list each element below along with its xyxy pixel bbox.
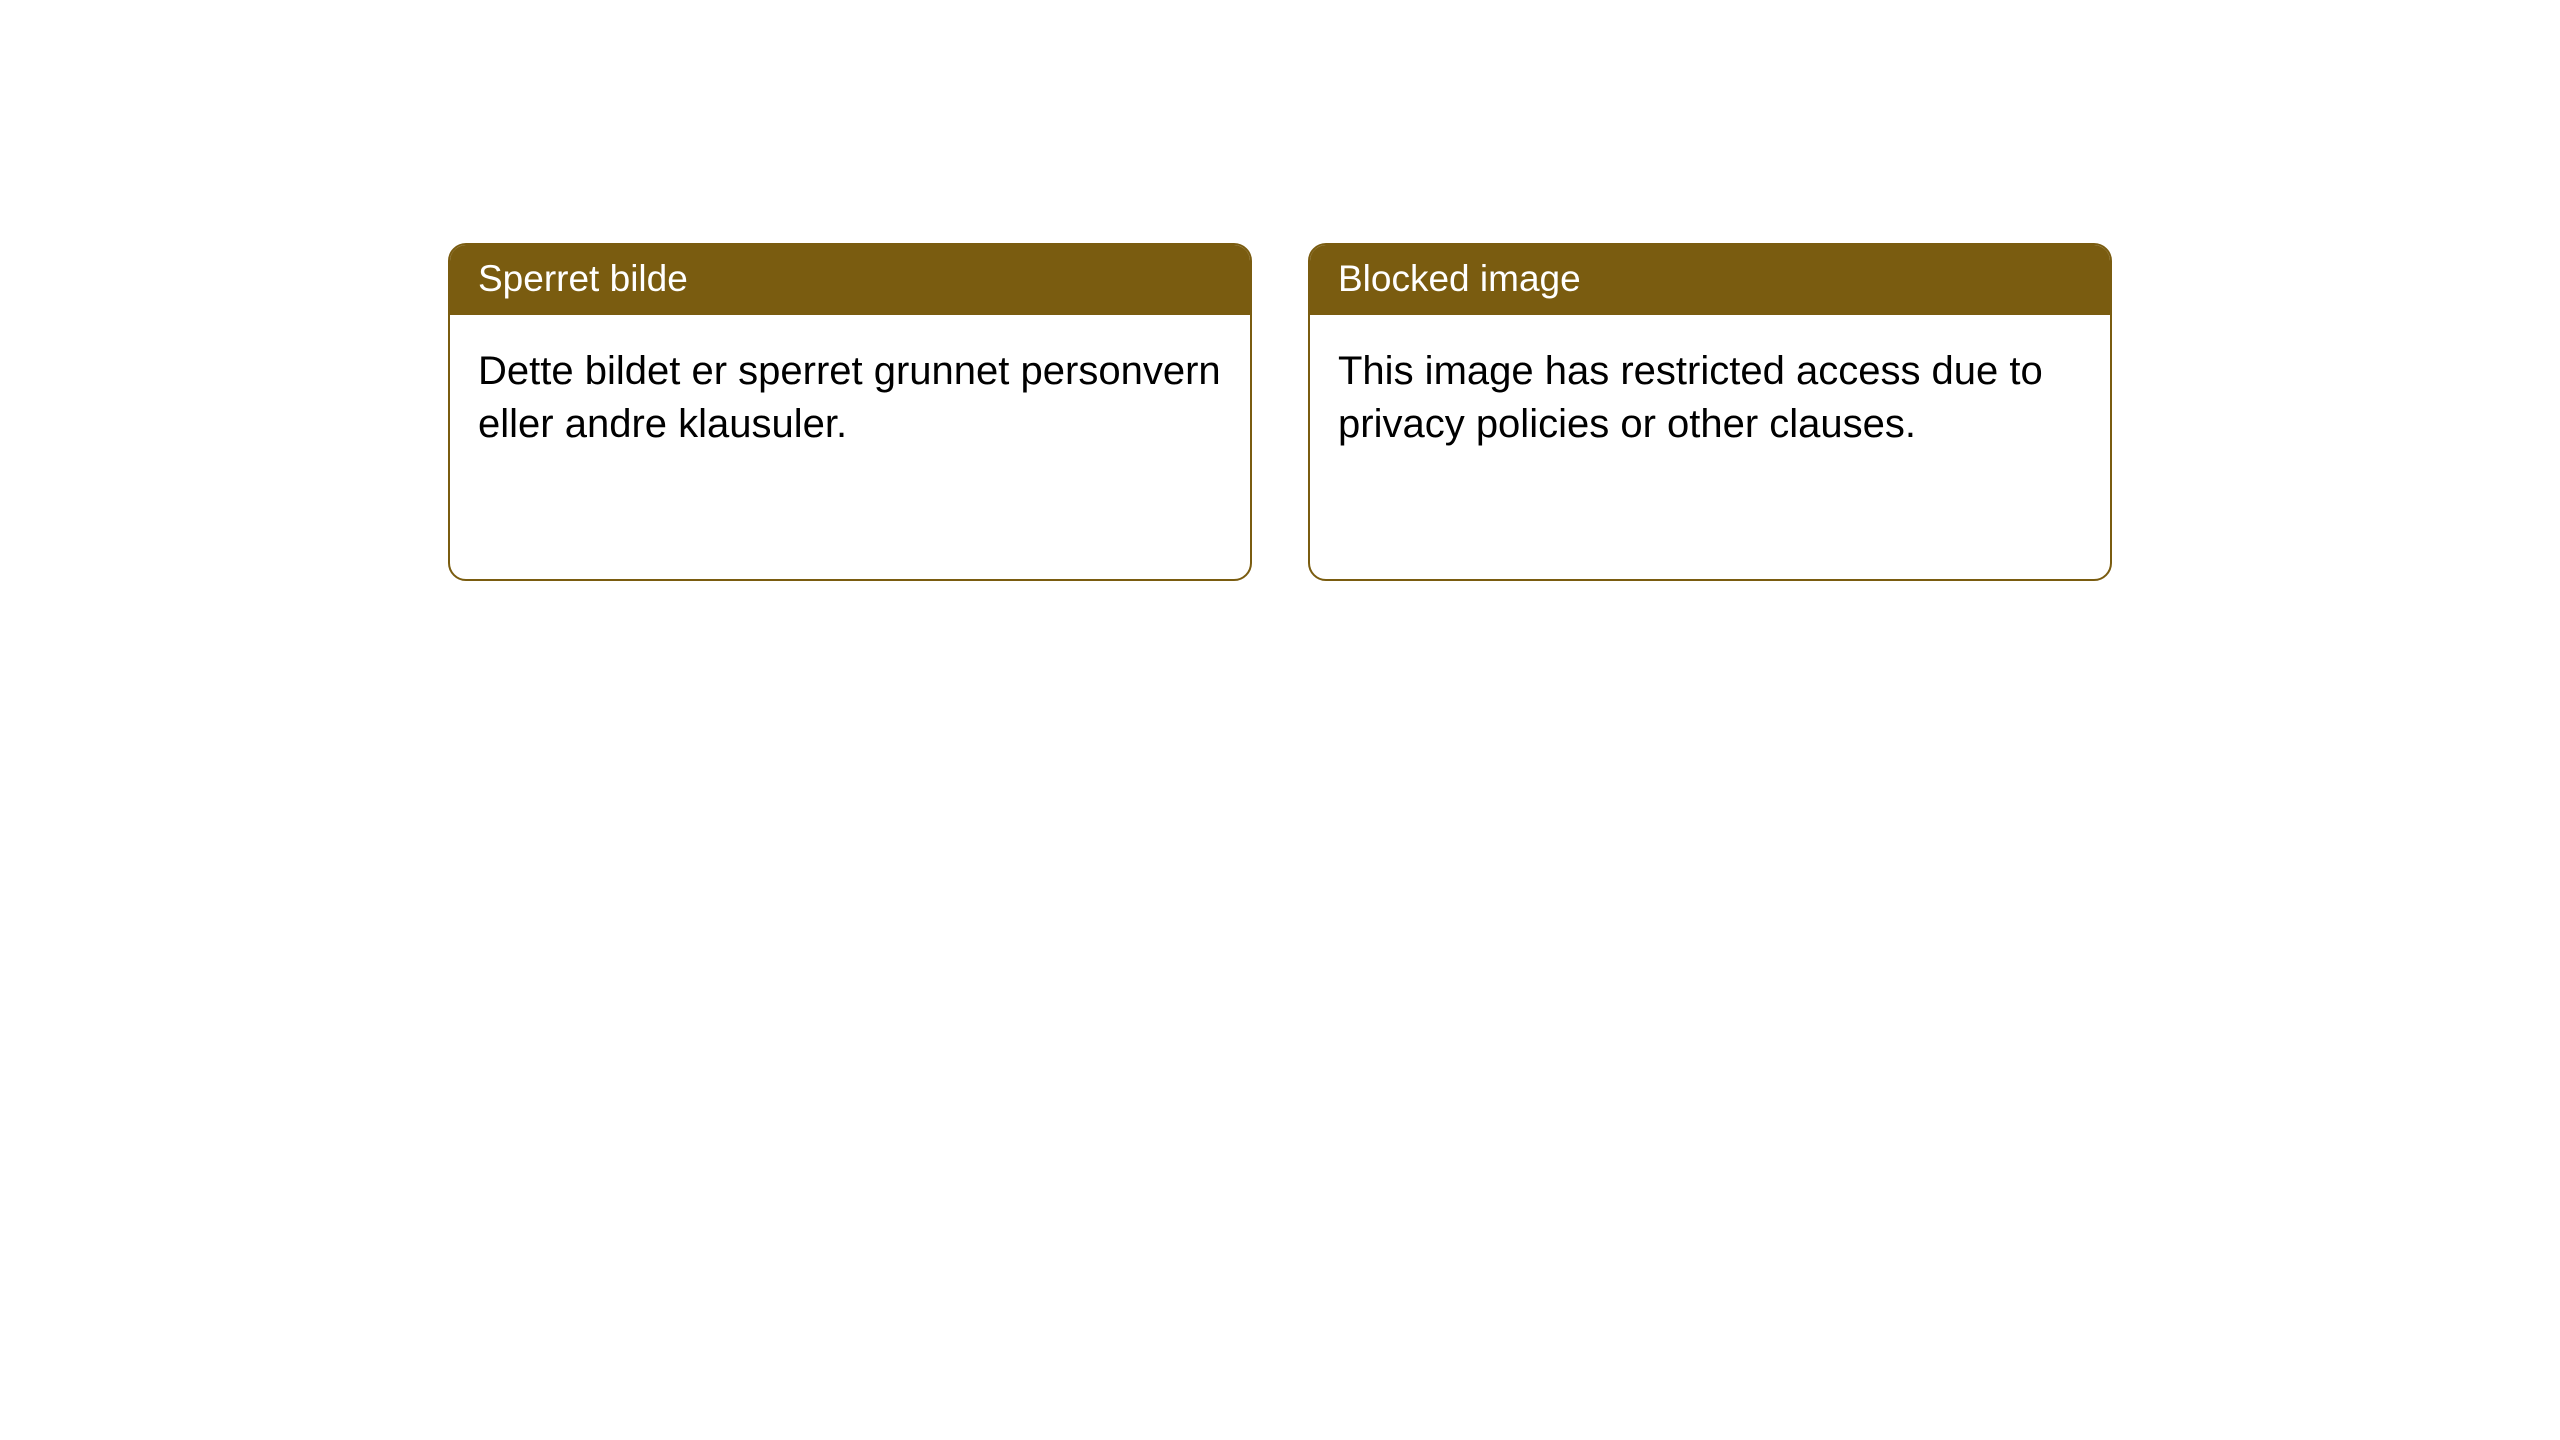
notice-title: Sperret bilde [478, 258, 688, 299]
notice-body-text: This image has restricted access due to … [1338, 349, 2043, 446]
notice-title: Blocked image [1338, 258, 1581, 299]
notice-body-text: Dette bildet er sperret grunnet personve… [478, 349, 1221, 446]
notice-body: Dette bildet er sperret grunnet personve… [450, 315, 1250, 481]
notice-header: Sperret bilde [450, 245, 1250, 315]
notice-body: This image has restricted access due to … [1310, 315, 2110, 481]
notice-box-norwegian: Sperret bilde Dette bildet er sperret gr… [448, 243, 1252, 581]
notice-header: Blocked image [1310, 245, 2110, 315]
notice-box-english: Blocked image This image has restricted … [1308, 243, 2112, 581]
notices-container: Sperret bilde Dette bildet er sperret gr… [448, 243, 2112, 581]
